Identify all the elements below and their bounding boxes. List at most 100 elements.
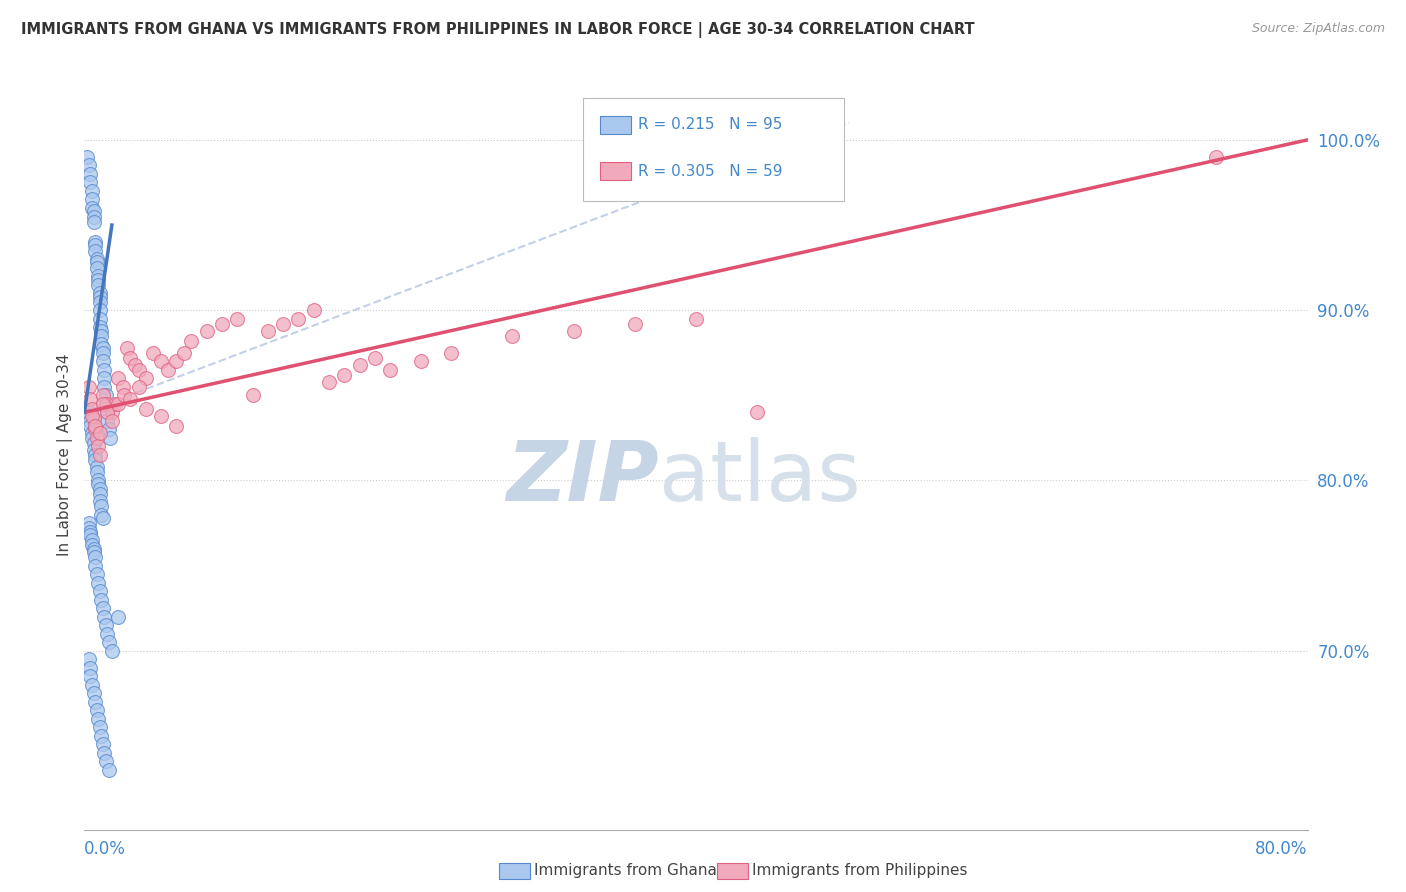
Point (333, 368, 356, 382)
Point (115, 341, 138, 355)
Point (83, 412, 105, 426)
Point (87, 476, 110, 491)
Point (93, 380, 115, 394)
Point (83, 442, 105, 457)
Point (79, 524, 101, 539)
Point (97, 635, 120, 649)
Point (84, 422, 107, 436)
Point (89, 584, 111, 599)
Point (91, 738, 114, 752)
Point (287, 311, 309, 326)
Point (83, 686, 105, 700)
Point (86, 703, 108, 717)
Point (76, 150, 98, 164)
Point (89, 720, 111, 734)
Point (149, 409, 172, 423)
Text: 0.0%: 0.0% (84, 839, 127, 858)
Point (135, 401, 157, 416)
Point (86, 431, 108, 445)
Point (93, 363, 115, 377)
Point (89, 303, 111, 318)
Point (195, 324, 218, 338)
Point (83, 436, 105, 450)
Point (77, 409, 100, 423)
Point (86, 260, 108, 275)
Point (89, 482, 111, 496)
Point (96, 397, 118, 411)
Point (101, 414, 124, 428)
Point (87, 575, 110, 590)
Point (83, 541, 105, 556)
Point (83, 204, 105, 219)
Point (89, 487, 111, 501)
Text: R = 0.305   N = 59: R = 0.305 N = 59 (638, 164, 783, 178)
Point (96, 626, 118, 640)
Point (77, 380, 100, 394)
Point (84, 453, 107, 467)
Point (96, 405, 118, 419)
Point (87, 439, 110, 453)
Point (349, 358, 371, 372)
Point (440, 345, 463, 359)
Point (77, 158, 100, 172)
Point (104, 397, 127, 411)
Text: 80.0%: 80.0% (1256, 839, 1308, 858)
Point (84, 419, 107, 434)
Point (364, 351, 387, 365)
Point (80, 201, 103, 215)
Point (86, 465, 108, 479)
Point (90, 337, 112, 351)
Point (80, 401, 103, 416)
Point (86, 255, 108, 269)
Point (79, 414, 101, 428)
Point (142, 345, 165, 359)
Point (211, 317, 233, 331)
Point (80, 538, 103, 552)
Point (89, 320, 111, 334)
Point (83, 545, 105, 559)
Point (90, 499, 112, 513)
Point (90, 328, 112, 343)
Point (79, 528, 101, 542)
Point (80, 678, 103, 692)
Point (79, 419, 101, 434)
Point (101, 644, 124, 658)
Point (94, 388, 117, 402)
Point (97, 763, 120, 777)
Point (80, 533, 103, 547)
Text: R = 0.215   N = 95: R = 0.215 N = 95 (638, 118, 783, 132)
Point (149, 354, 172, 368)
Point (94, 755, 117, 769)
Point (135, 371, 157, 385)
Point (120, 392, 142, 406)
Point (80, 431, 103, 445)
Point (90, 592, 112, 607)
Point (502, 328, 524, 343)
Point (83, 210, 105, 224)
Point (97, 422, 120, 436)
Point (80, 184, 103, 198)
Point (257, 324, 280, 338)
Point (562, 324, 585, 338)
Point (84, 235, 107, 249)
Point (180, 334, 202, 348)
Point (87, 272, 110, 286)
Point (79, 167, 101, 181)
Point (83, 214, 105, 228)
Point (96, 414, 118, 428)
Point (111, 380, 134, 394)
Point (91, 345, 114, 359)
Point (165, 419, 187, 434)
Point (87, 269, 110, 284)
Point (89, 289, 111, 303)
Point (91, 397, 114, 411)
Point (94, 618, 117, 632)
Point (84, 238, 107, 252)
Point (79, 661, 101, 675)
Text: IMMIGRANTS FROM GHANA VS IMMIGRANTS FROM PHILIPPINES IN LABOR FORCE | AGE 30-34 : IMMIGRANTS FROM GHANA VS IMMIGRANTS FROM… (21, 22, 974, 38)
Point (128, 363, 150, 377)
Point (302, 303, 325, 318)
Point (120, 351, 142, 365)
Point (93, 746, 115, 760)
Point (409, 354, 432, 368)
